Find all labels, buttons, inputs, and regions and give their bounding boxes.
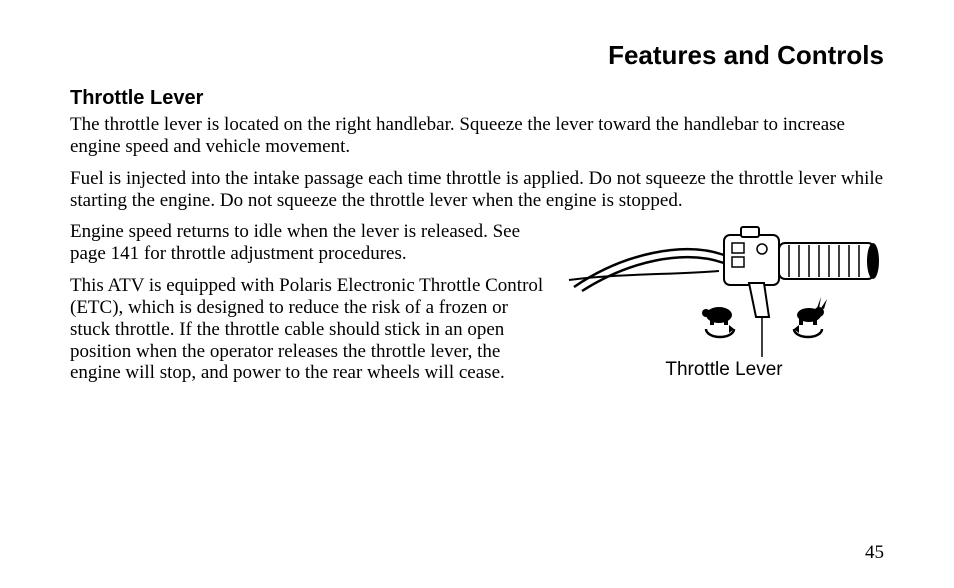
figure-caption: Throttle Lever (665, 359, 782, 381)
body-paragraph-1: The throttle lever is located on the rig… (70, 114, 884, 158)
figure: Throttle Lever (564, 225, 884, 381)
page-title: Features and Controls (70, 40, 884, 71)
throttle-lever-illustration (564, 225, 884, 365)
page-number: 45 (865, 542, 884, 564)
body-paragraph-2: Fuel is injected into the intake passage… (70, 168, 884, 212)
content-row: Engine speed returns to idle when the le… (70, 221, 884, 394)
section-title: Throttle Lever (70, 87, 884, 110)
body-paragraph-4: This ATV is equipped with Polaris Electr… (70, 275, 550, 384)
text-column: Engine speed returns to idle when the le… (70, 221, 550, 394)
body-paragraph-3: Engine speed returns to idle when the le… (70, 221, 550, 265)
